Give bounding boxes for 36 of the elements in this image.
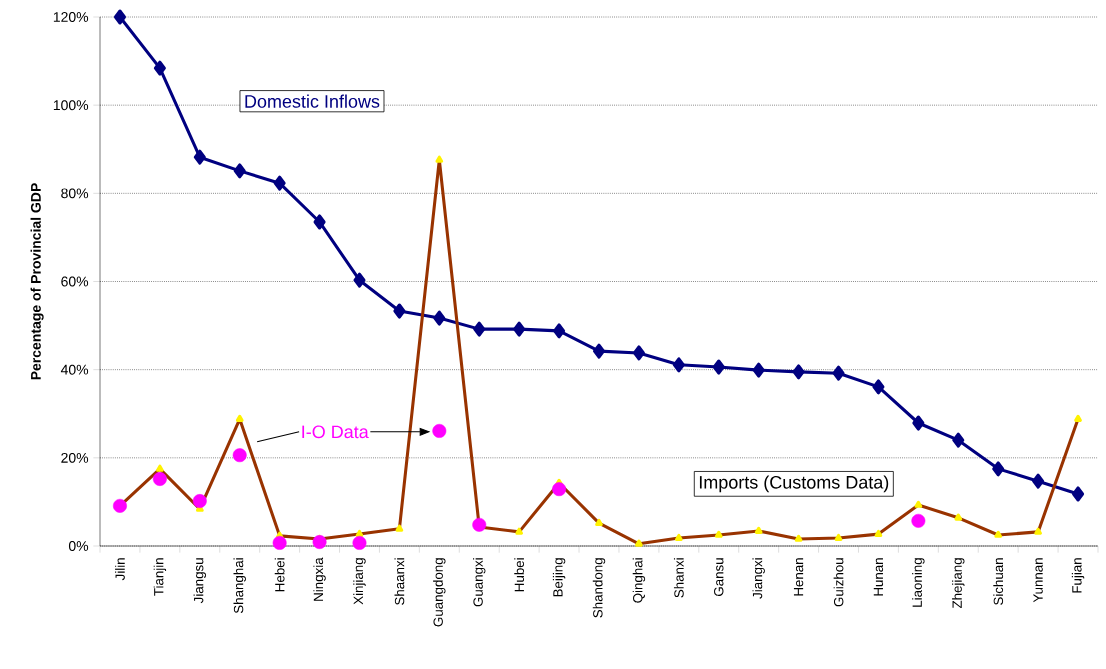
x-tick-label: Guangdong [433,558,446,627]
y-axis-title: Percentage of Provincial GDP [30,183,44,380]
x-tick-label: Jilin [115,558,125,581]
x-tick-label: Shanxi [673,558,684,598]
x-tick-label: Liaoning [912,558,925,607]
x-tick-label: Jiangsu [193,558,207,604]
series-label: Imports (Customs Data) [699,475,889,493]
x-tick-label: Shandong [592,558,606,618]
x-tick-label: Fujian [1071,558,1085,593]
text: I-O Data [302,425,369,439]
x-tick-label: Gansu [714,558,724,596]
x-tick-label: Yunnan [1033,558,1043,603]
x-tick-label: Tianjin [153,558,167,596]
y-tick-label: 100% [53,100,89,111]
x-tick-label: Shanghai [233,558,246,614]
x-tick-label: Hebei [274,558,285,592]
y-tick-label: 80% [61,188,89,199]
x-tick-label: Hunan [873,558,884,596]
x-tick-label: Shaanxi [394,558,405,605]
y-tick-label: 60% [61,276,89,287]
x-tick-label: Hubei [514,558,525,592]
x-tick-label: Beijing [552,558,566,597]
y-tick-label: 0% [68,541,89,551]
text: Domestic Inflows [245,94,380,108]
y-tick-label: 40% [60,364,89,375]
x-tick-label: Zhejiang [952,558,965,609]
y-tick-label: 20% [61,452,89,463]
x-tick-label: Guangxi [473,558,486,607]
x-tick-label: Xinjiang [353,558,366,605]
x-tick-label: Ningxia [313,557,326,601]
x-tick-label: Qinghai [632,558,646,603]
x-tick-label: Guizhou [833,558,844,607]
x-tick-label: Sichuan [993,558,1004,605]
y-tick-label: 120% [53,12,89,22]
x-tick-label: Henan [793,558,804,596]
x-tick-label: Jiangxi [752,558,765,599]
